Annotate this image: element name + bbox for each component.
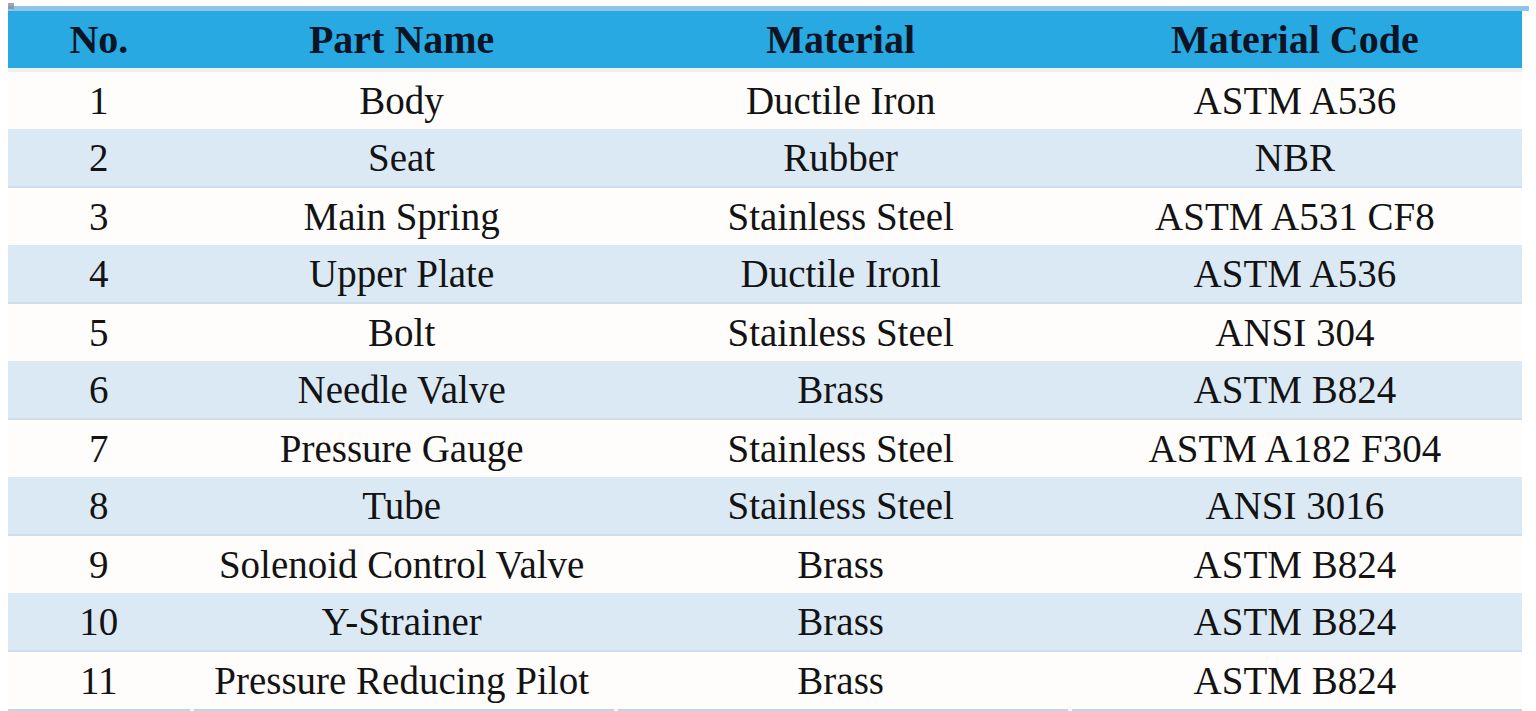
cell-code: ASTM A536 — [1068, 245, 1522, 303]
table-row: 6Needle ValveBrassASTM B824 — [8, 361, 1522, 419]
cell-part: Needle Valve — [190, 361, 614, 419]
cell-code: ANSI 3016 — [1068, 477, 1522, 535]
parts-table-container: No. Part Name Material Material Code 1Bo… — [8, 6, 1524, 711]
cell-material: Brass — [614, 535, 1068, 593]
table-row: 10Y-StrainerBrassASTM B824 — [8, 593, 1522, 651]
cell-no: 8 — [8, 477, 190, 535]
cell-material: Brass — [614, 651, 1068, 709]
header-cell-material-code: Material Code — [1068, 11, 1522, 70]
table-row: 8TubeStainless SteelANSI 3016 — [8, 477, 1522, 535]
cell-code: ANSI 304 — [1068, 303, 1522, 361]
table-row: 9Solenoid Control ValveBrassASTM B824 — [8, 535, 1522, 593]
cell-part: Pressure Reducing Pilot — [190, 651, 614, 709]
cell-no: 6 — [8, 361, 190, 419]
cell-material: Ductile Ironl — [614, 245, 1068, 303]
cell-part: Pressure Gauge — [190, 419, 614, 477]
cell-material: Stainless Steel — [614, 303, 1068, 361]
cell-material: Ductile Iron — [614, 70, 1068, 129]
table-row: 3Main SpringStainless SteelASTM A531 CF8 — [8, 187, 1522, 245]
cell-code: ASTM B824 — [1068, 651, 1522, 709]
table-row: 1BodyDuctile IronASTM A536 — [8, 70, 1522, 129]
cell-part: Main Spring — [190, 187, 614, 245]
cell-code: NBR — [1068, 129, 1522, 187]
table-row: 2SeatRubberNBR — [8, 129, 1522, 187]
cell-code: ASTM B824 — [1068, 361, 1522, 419]
cell-part: Tube — [190, 477, 614, 535]
header-cell-no: No. — [8, 11, 190, 70]
cell-part: Bolt — [190, 303, 614, 361]
table-row: 7Pressure GaugeStainless SteelASTM A182 … — [8, 419, 1522, 477]
cell-no: 4 — [8, 245, 190, 303]
table-top-border — [8, 6, 1529, 11]
cell-code: ASTM A531 CF8 — [1068, 187, 1522, 245]
table-row: 5BoltStainless SteelANSI 304 — [8, 303, 1522, 361]
cell-no: 3 — [8, 187, 190, 245]
cell-code: ASTM B824 — [1068, 535, 1522, 593]
parts-material-table: No. Part Name Material Material Code 1Bo… — [8, 11, 1522, 709]
table-row: 11Pressure Reducing PilotBrassASTM B824 — [8, 651, 1522, 709]
cell-part: Upper Plate — [190, 245, 614, 303]
cell-part: Seat — [190, 129, 614, 187]
cell-material: Stainless Steel — [614, 187, 1068, 245]
cell-part: Solenoid Control Valve — [190, 535, 614, 593]
corner-speck — [8, 3, 14, 9]
cell-part: Body — [190, 70, 614, 129]
header-row: No. Part Name Material Material Code — [8, 11, 1522, 70]
cell-material: Stainless Steel — [614, 477, 1068, 535]
cell-material: Brass — [614, 361, 1068, 419]
header-cell-part-name: Part Name — [190, 11, 614, 70]
cell-no: 10 — [8, 593, 190, 651]
cell-part: Y-Strainer — [190, 593, 614, 651]
cell-code: ASTM A182 F304 — [1068, 419, 1522, 477]
cell-no: 1 — [8, 70, 190, 129]
cell-no: 7 — [8, 419, 190, 477]
cell-material: Rubber — [614, 129, 1068, 187]
cell-material: Stainless Steel — [614, 419, 1068, 477]
cell-no: 11 — [8, 651, 190, 709]
cell-code: ASTM A536 — [1068, 70, 1522, 129]
table-body: 1BodyDuctile IronASTM A5362SeatRubberNBR… — [8, 70, 1522, 709]
cell-code: ASTM B824 — [1068, 593, 1522, 651]
table-row: 4Upper PlateDuctile IronlASTM A536 — [8, 245, 1522, 303]
cell-material: Brass — [614, 593, 1068, 651]
cell-no: 5 — [8, 303, 190, 361]
cell-no: 2 — [8, 129, 190, 187]
header-cell-material: Material — [614, 11, 1068, 70]
cell-no: 9 — [8, 535, 190, 593]
